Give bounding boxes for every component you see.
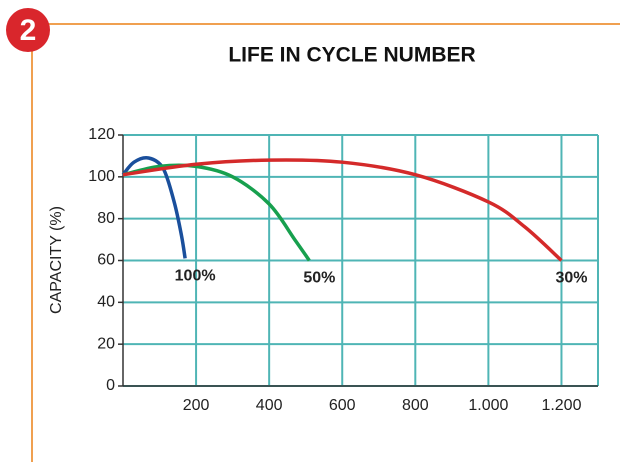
y-tick-label: 40 <box>97 294 115 311</box>
y-tick-label: 0 <box>106 377 115 394</box>
x-tick-label: 800 <box>402 397 429 414</box>
x-tick-label: 600 <box>329 397 356 414</box>
series-label: 100% <box>175 268 216 285</box>
x-tick-label: 1.000 <box>468 397 508 414</box>
y-tick-label: 100 <box>88 168 115 185</box>
x-tick-label: 1.200 <box>541 397 581 414</box>
y-tick-label: 80 <box>97 210 115 227</box>
series-line <box>122 163 311 262</box>
x-tick-label: 400 <box>256 397 283 414</box>
badge-number: 2 <box>20 14 37 47</box>
series-label: 30% <box>555 270 587 287</box>
chart-title: LIFE IN CYCLE NUMBER <box>228 44 475 67</box>
x-tick-label: 200 <box>183 397 210 414</box>
y-tick-label: 120 <box>88 126 115 143</box>
badge-circle <box>6 8 50 52</box>
series-line <box>122 158 563 262</box>
y-tick-label: 60 <box>97 252 115 269</box>
y-tick-label: 20 <box>97 335 115 352</box>
y-axis-label: CAPACITY (%) <box>48 206 65 314</box>
series-label: 50% <box>303 270 335 287</box>
